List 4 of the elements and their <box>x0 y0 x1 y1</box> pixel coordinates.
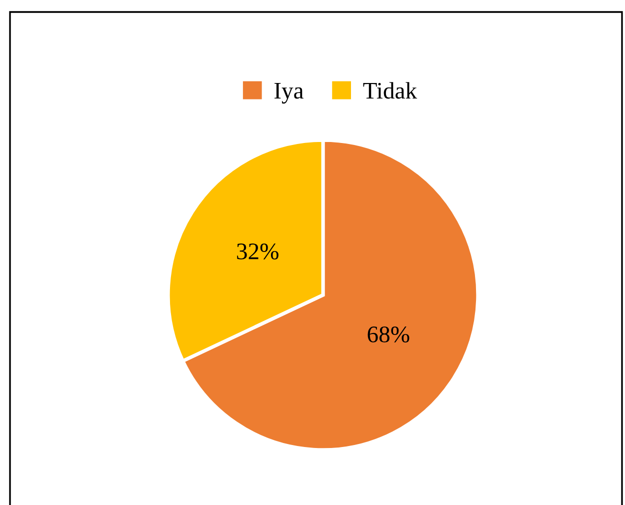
legend-label: Tidak <box>363 82 418 99</box>
data-label: 32% <box>237 243 278 260</box>
data-label: 68% <box>368 326 410 342</box>
legend-label: Iya <box>274 83 304 104</box>
